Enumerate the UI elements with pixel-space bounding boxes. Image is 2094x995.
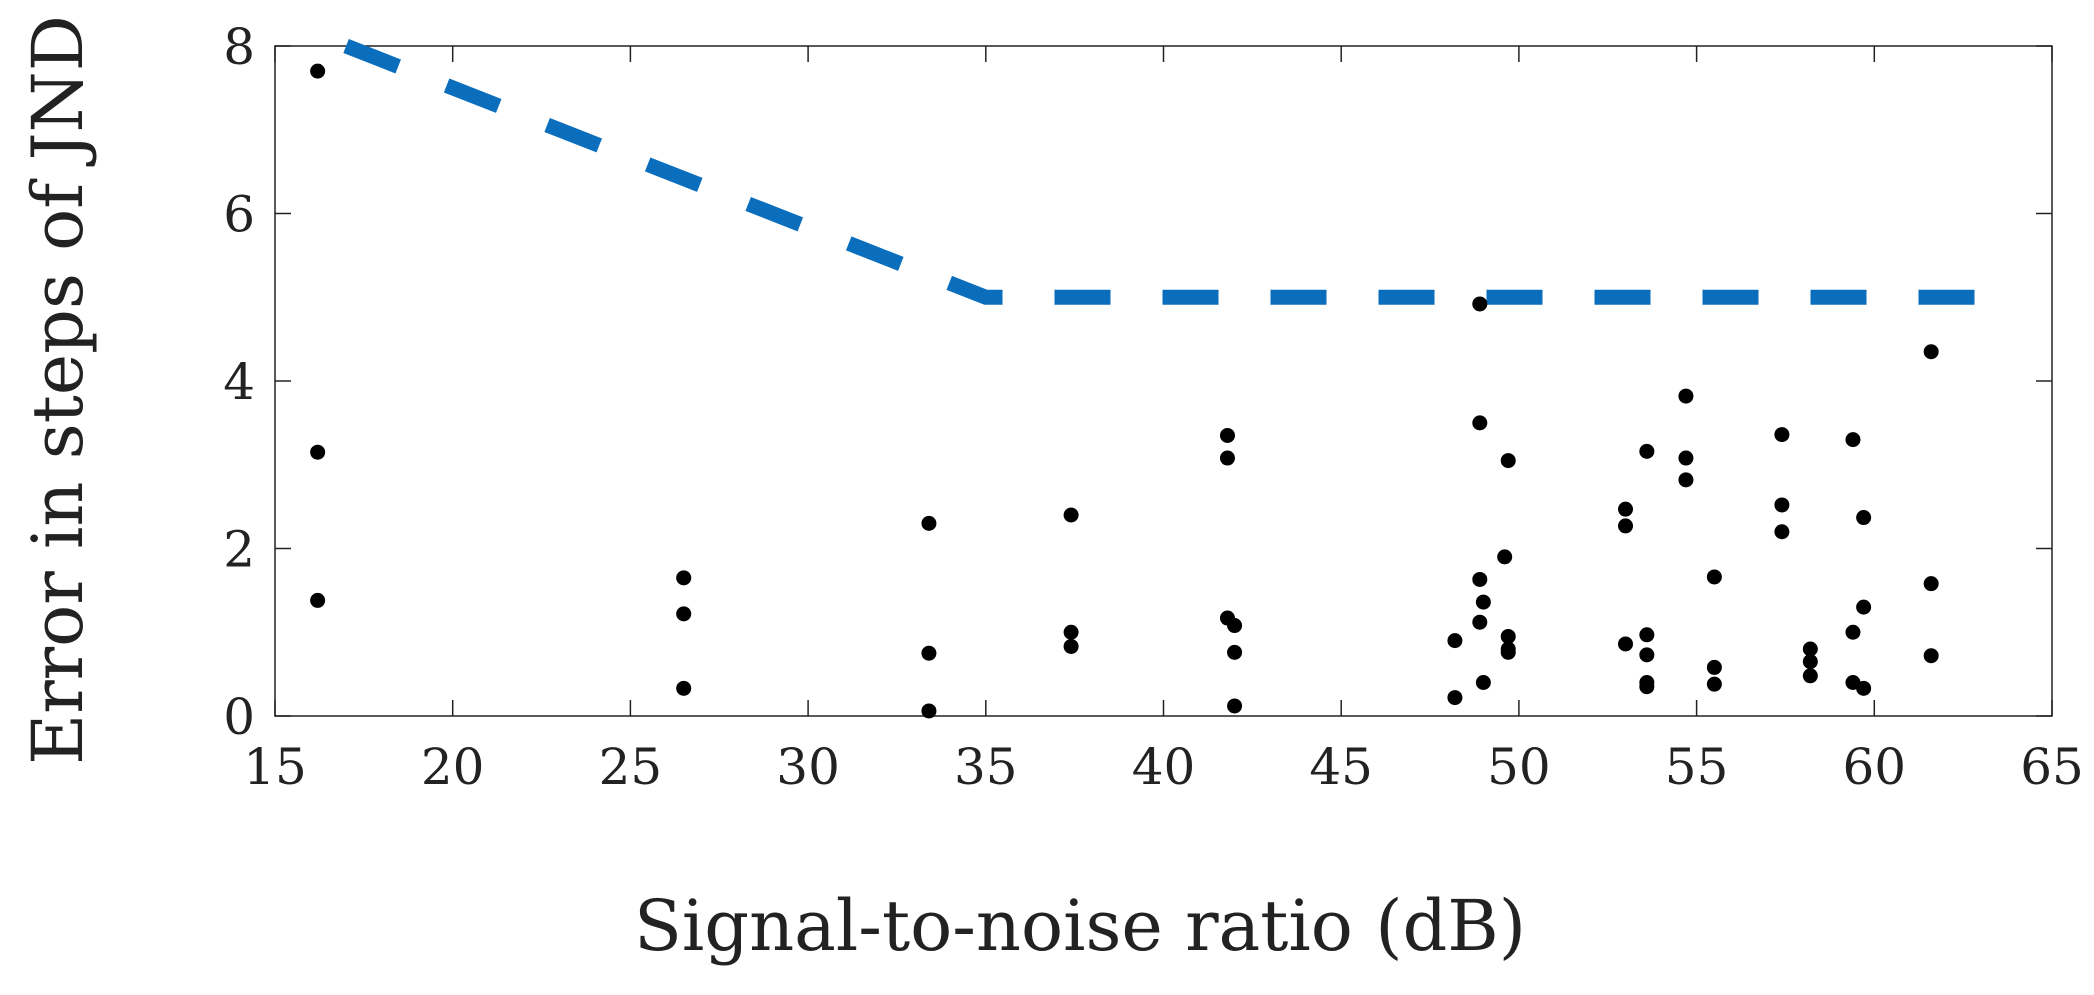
data-point [1500,644,1516,660]
x-tick-label: 15 [243,738,307,796]
threshold-dashed-line [343,39,2017,305]
data-point [1923,576,1939,592]
x-tick-label: 60 [1842,738,1906,796]
data-point [1774,497,1790,513]
y-axis-label: Error in steps of JND [17,15,99,765]
y-tick-label: 0 [223,688,255,746]
data-point [1618,636,1634,652]
data-point [1678,450,1694,466]
plot-frame [274,45,2053,717]
data-point [921,703,937,719]
series-layer [310,39,2017,719]
data-point [1219,450,1235,466]
data-point [1063,638,1079,654]
data-point [921,645,937,661]
data-point [1802,668,1818,684]
data-point [1856,599,1872,615]
data-point [1639,647,1655,663]
data-point [1923,648,1939,664]
data-point [921,515,937,531]
x-tick-label: 65 [2020,738,2084,796]
data-point [1856,680,1872,696]
x-axis-label: Signal-to-noise ratio (dB) [634,885,1526,967]
y-tick-label: 2 [223,521,255,579]
data-point [1845,624,1861,640]
data-point [1802,654,1818,670]
data-point [1472,571,1488,587]
data-point [1706,676,1722,692]
data-point [310,444,326,460]
data-point [676,680,692,696]
data-point [1497,549,1513,565]
x-tick-label: 45 [1309,738,1373,796]
data-point [1219,427,1235,443]
data-point [1063,507,1079,523]
data-point [1472,296,1488,312]
data-point [1923,344,1939,360]
data-point [310,592,326,608]
data-point [1639,443,1655,459]
data-point [1706,569,1722,585]
data-point [676,570,692,586]
data-point [1706,659,1722,675]
data-point [1447,690,1463,706]
data-point [1227,644,1243,660]
data-point [1475,675,1491,690]
data-point [1500,453,1516,469]
data-point [1774,524,1790,540]
x-tick-label: 25 [599,738,663,796]
x-tick-label: 40 [1132,738,1196,796]
data-point [1618,501,1634,517]
y-axis: 0 2 4 6 8 [223,18,2052,746]
data-point [1774,427,1790,443]
data-point [1856,510,1872,526]
data-point [1500,628,1516,644]
data-point [1475,594,1491,610]
x-tick-label: 35 [954,738,1018,796]
data-point [1845,432,1861,448]
data-point [1678,388,1694,404]
y-tick-label: 8 [223,18,255,76]
data-point [310,63,326,79]
data-point [1639,627,1655,643]
plot-area [274,45,2053,717]
data-point [1472,415,1488,431]
data-point [1227,698,1243,714]
x-tick-label: 55 [1665,738,1729,796]
y-tick-label: 6 [223,186,255,244]
data-point [1227,618,1243,634]
data-point [1447,633,1463,649]
data-point [676,606,692,622]
x-tick-label: 20 [421,738,485,796]
x-axis: 15 20 25 30 35 40 45 50 55 60 65 [243,46,2084,796]
data-point [1063,624,1079,640]
x-tick-label: 50 [1487,738,1551,796]
data-point [1472,614,1488,630]
data-point [1618,518,1634,534]
data-point [1802,641,1818,657]
data-point [1678,472,1694,488]
data-point [1639,679,1655,695]
x-tick-label: 30 [776,738,840,796]
y-tick-label: 4 [223,353,255,411]
